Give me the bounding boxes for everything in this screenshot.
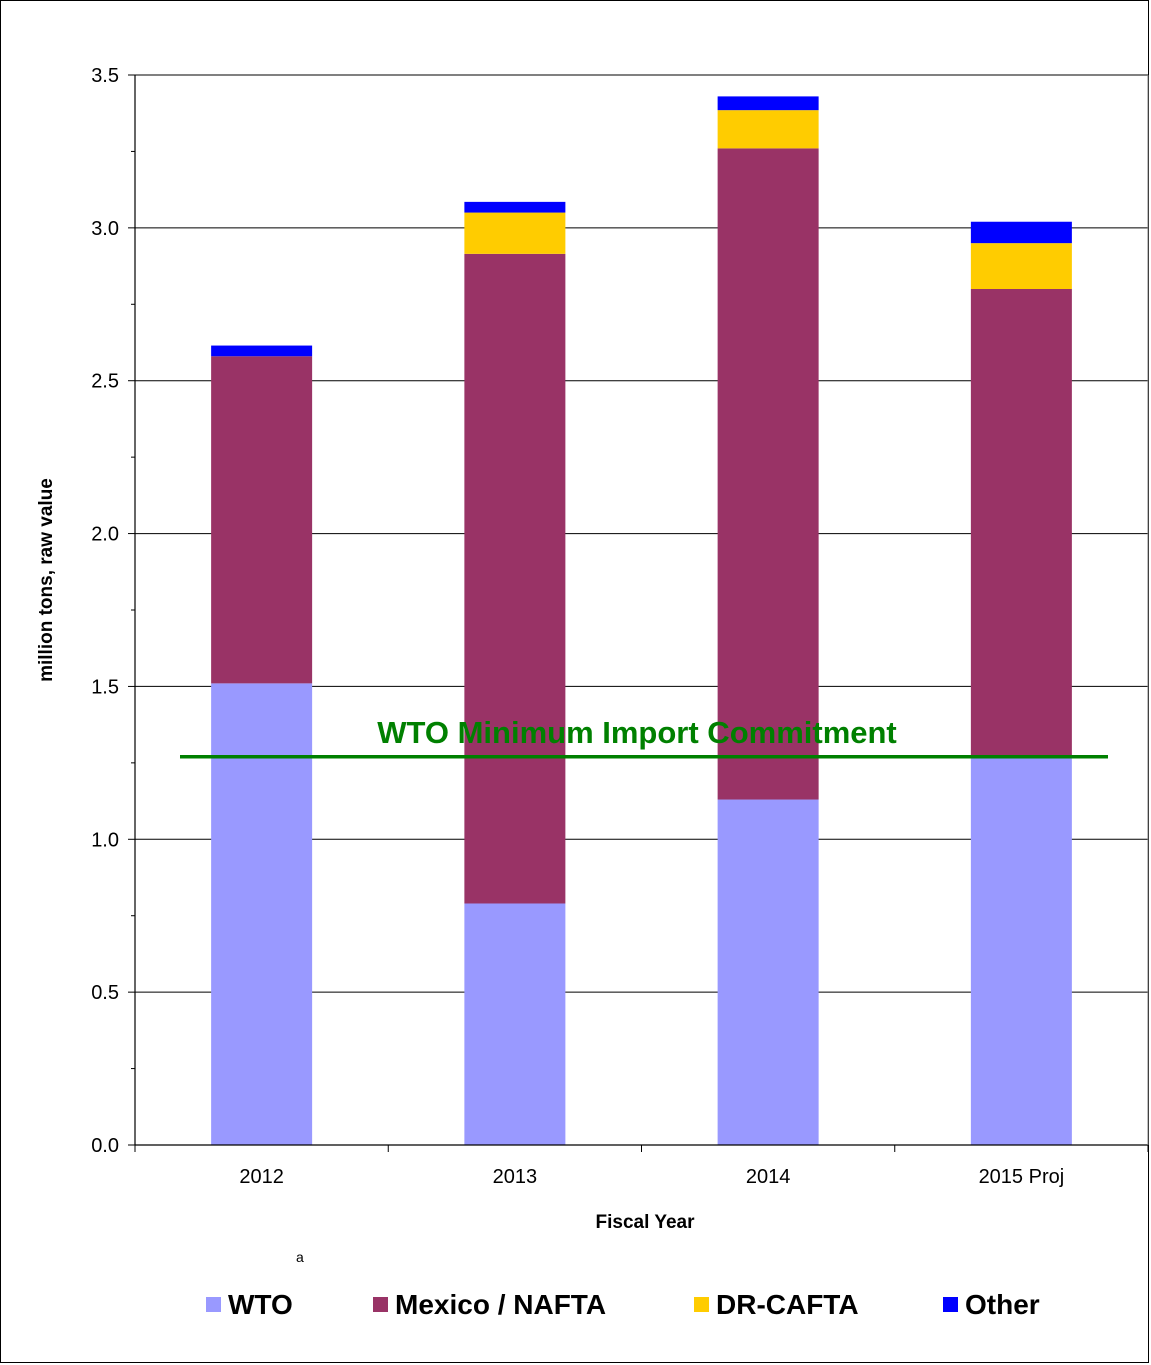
y-tick-label: 0.5 xyxy=(91,982,119,1004)
x-axis-title: Fiscal Year xyxy=(596,1212,696,1233)
y-axis-title: million tons, raw value xyxy=(36,478,57,682)
legend-swatch-wto xyxy=(206,1297,221,1312)
x-tick-label: 2014 xyxy=(746,1166,791,1188)
legend-label-dr-cafta: DR-CAFTA xyxy=(716,1289,859,1320)
y-tick-label: 2.5 xyxy=(91,371,119,393)
y-tick-label: 3.5 xyxy=(91,65,119,87)
bars xyxy=(211,96,1072,1145)
x-tick-label: 2013 xyxy=(493,1166,538,1188)
legend-swatch-dr-cafta xyxy=(694,1297,709,1312)
bar-segment-wto-2015-proj xyxy=(970,756,1072,1145)
y-tick-labels: 0.0 0.5 1.0 1.5 2.0 2.5 3.0 3.5 xyxy=(91,65,119,1157)
y-tick-label: 1.0 xyxy=(91,829,119,851)
bar-segment-wto-2014 xyxy=(717,799,819,1145)
bar-segment-other-2012 xyxy=(211,345,313,357)
legend-superscript: a xyxy=(296,1249,304,1265)
legend-label-other: Other xyxy=(965,1289,1040,1320)
legend-label-mexico-nafta: Mexico / NAFTA xyxy=(395,1289,606,1320)
y-tick-label: 2.0 xyxy=(91,524,119,546)
legend-label-wto: WTO xyxy=(228,1289,293,1320)
bar-segment-other-2014 xyxy=(717,96,819,111)
bar-segment-mexico-nafta-2015-proj xyxy=(970,289,1072,757)
legend-swatch-other xyxy=(943,1297,958,1312)
legend: WTO Mexico / NAFTA DR-CAFTA Other a xyxy=(206,1249,1040,1320)
bar-segment-wto-2013 xyxy=(464,903,566,1145)
y-tick-label: 3.0 xyxy=(91,218,119,240)
y-tick-label: 0.0 xyxy=(91,1135,119,1157)
bar-segment-dr-cafta-2013 xyxy=(464,212,566,254)
bar-segment-mexico-nafta-2014 xyxy=(717,148,819,800)
x-tick-label: 2015 Proj xyxy=(979,1166,1065,1188)
bar-segment-dr-cafta-2015-proj xyxy=(970,243,1072,289)
reference-line-group: WTO Minimum Import Commitment xyxy=(180,715,1108,759)
bar-segment-other-2015-proj xyxy=(970,221,1072,244)
legend-swatch-mexico-nafta xyxy=(373,1297,388,1312)
x-tick-labels: 2012 2013 2014 2015 Proj xyxy=(239,1166,1064,1188)
bar-segment-dr-cafta-2014 xyxy=(717,110,819,149)
bar-segment-mexico-nafta-2013 xyxy=(464,253,566,904)
bar-segment-other-2013 xyxy=(464,201,566,213)
y-tick-label: 1.5 xyxy=(91,676,119,698)
bar-segment-wto-2012 xyxy=(211,683,313,1145)
x-tick-label: 2012 xyxy=(239,1166,284,1188)
axes xyxy=(128,74,1149,1152)
reference-line-label: WTO Minimum Import Commitment xyxy=(377,715,897,750)
bar-segment-mexico-nafta-2012 xyxy=(211,356,313,684)
